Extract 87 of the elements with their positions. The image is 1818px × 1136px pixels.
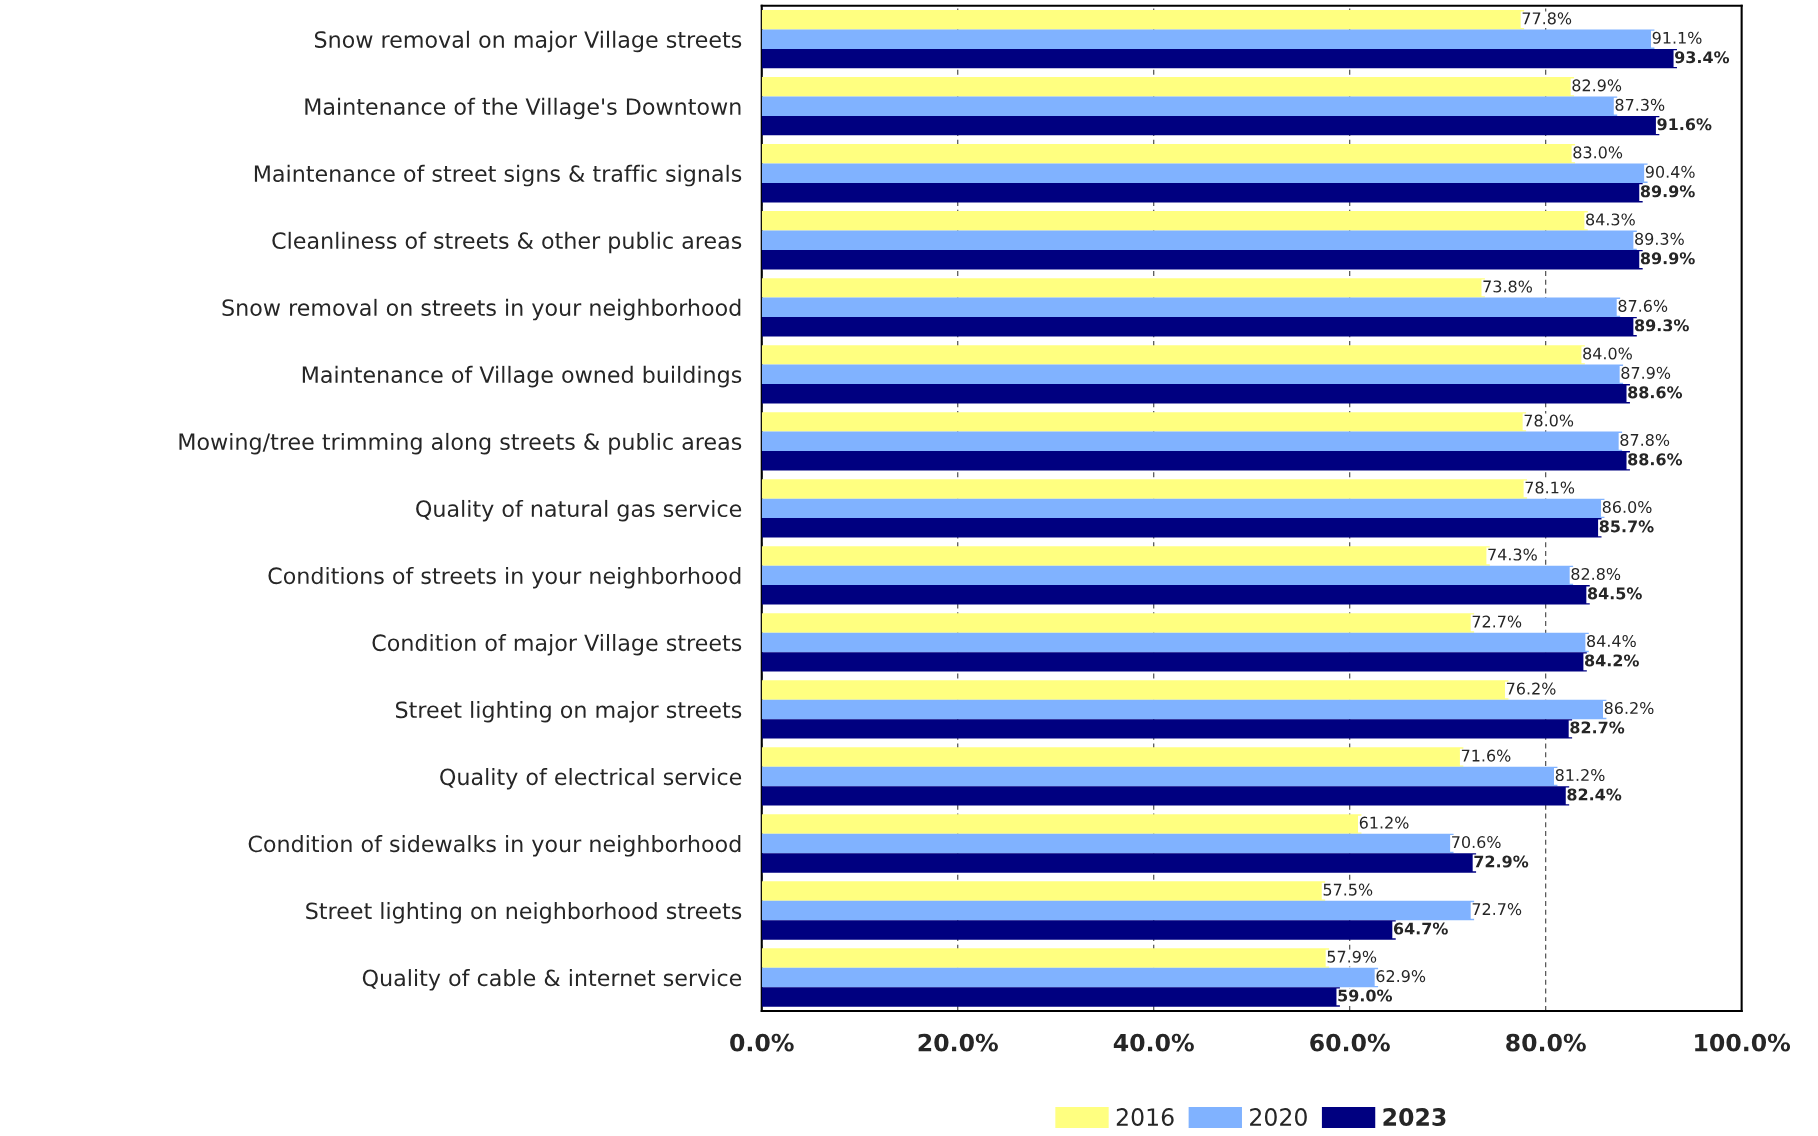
y-tick-label: Quality of cable & internet service [362,969,742,991]
data-label: 84.5% [1587,587,1642,600]
data-label: 89.3% [1634,319,1689,332]
data-label: 74.3% [1488,548,1537,561]
data-label: 82.7% [1570,721,1625,734]
data-label: 87.9% [1621,366,1671,379]
legend-label: 2016 [1116,1108,1174,1126]
bar [761,652,1587,672]
data-label: 61.2% [1359,816,1409,829]
bar [761,833,1454,854]
data-label: 87.6% [1618,299,1668,312]
data-label: 93.4% [1675,51,1730,64]
bar [761,451,1630,471]
x-tick-label: 60.0% [1310,1033,1390,1052]
bar [761,345,1585,365]
data-label: 77.8% [1522,12,1572,25]
data-label: 62.9% [1376,970,1426,983]
bar [761,585,1590,605]
y-tick-label: Condition of major Village streets [372,633,742,656]
data-label: 57.5% [1323,883,1373,896]
y-tick-label: Quality of natural gas service [416,499,742,522]
data-label: 72.9% [1474,855,1529,868]
data-label: 72.7% [1472,903,1522,916]
x-tick-label: 40.0% [1113,1033,1194,1052]
data-label: 78.0% [1524,414,1574,427]
bar [761,546,1490,566]
data-label: 84.0% [1583,347,1632,360]
y-tick-label: Maintenance of the Village's Downtown [305,97,741,120]
data-label: 91.6% [1657,118,1712,131]
data-label: 76.2% [1506,682,1556,695]
data-label: 84.2% [1585,654,1639,667]
y-tick-label: Maintenance of street signs & traffic signals [254,164,742,187]
bar [761,211,1588,231]
data-label: 89.9% [1640,252,1695,265]
y-tick-label: Conditions of streets in your neighborhood [268,566,741,589]
data-label: 73.8% [1483,280,1532,293]
bar [761,230,1637,250]
y-tick-label: Street lighting on major streets [395,700,742,723]
legend-label: 2023 [1383,1108,1446,1126]
y-tick-label: Snow removal on major Village streets [314,30,742,53]
data-label: 81.2% [1555,769,1605,782]
bar [761,249,1643,270]
data-label: 57.9% [1327,950,1377,963]
y-tick-label: Street lighting on neighborhood streets [306,902,742,924]
data-label: 71.6% [1461,749,1511,762]
data-label: 72.7% [1472,615,1522,628]
bar [761,317,1637,337]
bar [761,163,1648,183]
y-tick-label: Quality of electrical service [440,768,742,790]
data-label: 90.4% [1645,165,1695,178]
data-label: 86.0% [1602,500,1652,513]
bar [761,747,1464,767]
bar [761,920,1396,940]
y-tick-label: Condition of sidewalks in your neighborhood [248,835,741,857]
data-label: 88.6% [1628,386,1683,399]
data-label: 89.9% [1640,185,1695,198]
x-tick-label: 20.0% [918,1033,998,1052]
x-tick-label: 80.0% [1506,1033,1586,1052]
x-tick-label: 0.0% [730,1033,794,1052]
y-tick-label: Cleanliness of streets & other public areas [272,231,742,254]
data-label: 89.3% [1635,232,1684,245]
bar [761,384,1630,404]
bar [761,632,1589,653]
data-label: 86.2% [1604,701,1654,715]
data-label: 82.4% [1567,788,1622,801]
data-label: 87.8% [1620,433,1670,446]
data-label: 70.6% [1452,836,1501,849]
bar [761,182,1643,203]
data-label: 82.8% [1571,567,1621,581]
data-label: 78.1% [1525,481,1575,494]
bar [761,278,1485,298]
data-label: 85.7% [1599,520,1654,533]
data-label: 64.7% [1393,922,1448,935]
y-tick-label: Maintenance of Village owned buildings [302,365,742,388]
data-label: 88.6% [1628,453,1683,466]
y-tick-label: Mowing/tree trimming along streets & public areas [179,432,742,455]
data-label: 91.1% [1652,31,1702,44]
x-tick-label: 100.0% [1695,1033,1791,1052]
bar [761,48,1677,69]
data-label: 87.3% [1615,98,1665,111]
data-label: 84.3% [1586,213,1635,226]
data-label: 82.9% [1572,79,1622,92]
y-tick-label: Snow removal on streets in your neighborhood [222,298,741,321]
legend-label: 2020 [1250,1108,1307,1126]
data-label: 84.4% [1587,634,1636,648]
data-label: 59.0% [1338,989,1393,1002]
data-label: 83.0% [1573,146,1623,159]
